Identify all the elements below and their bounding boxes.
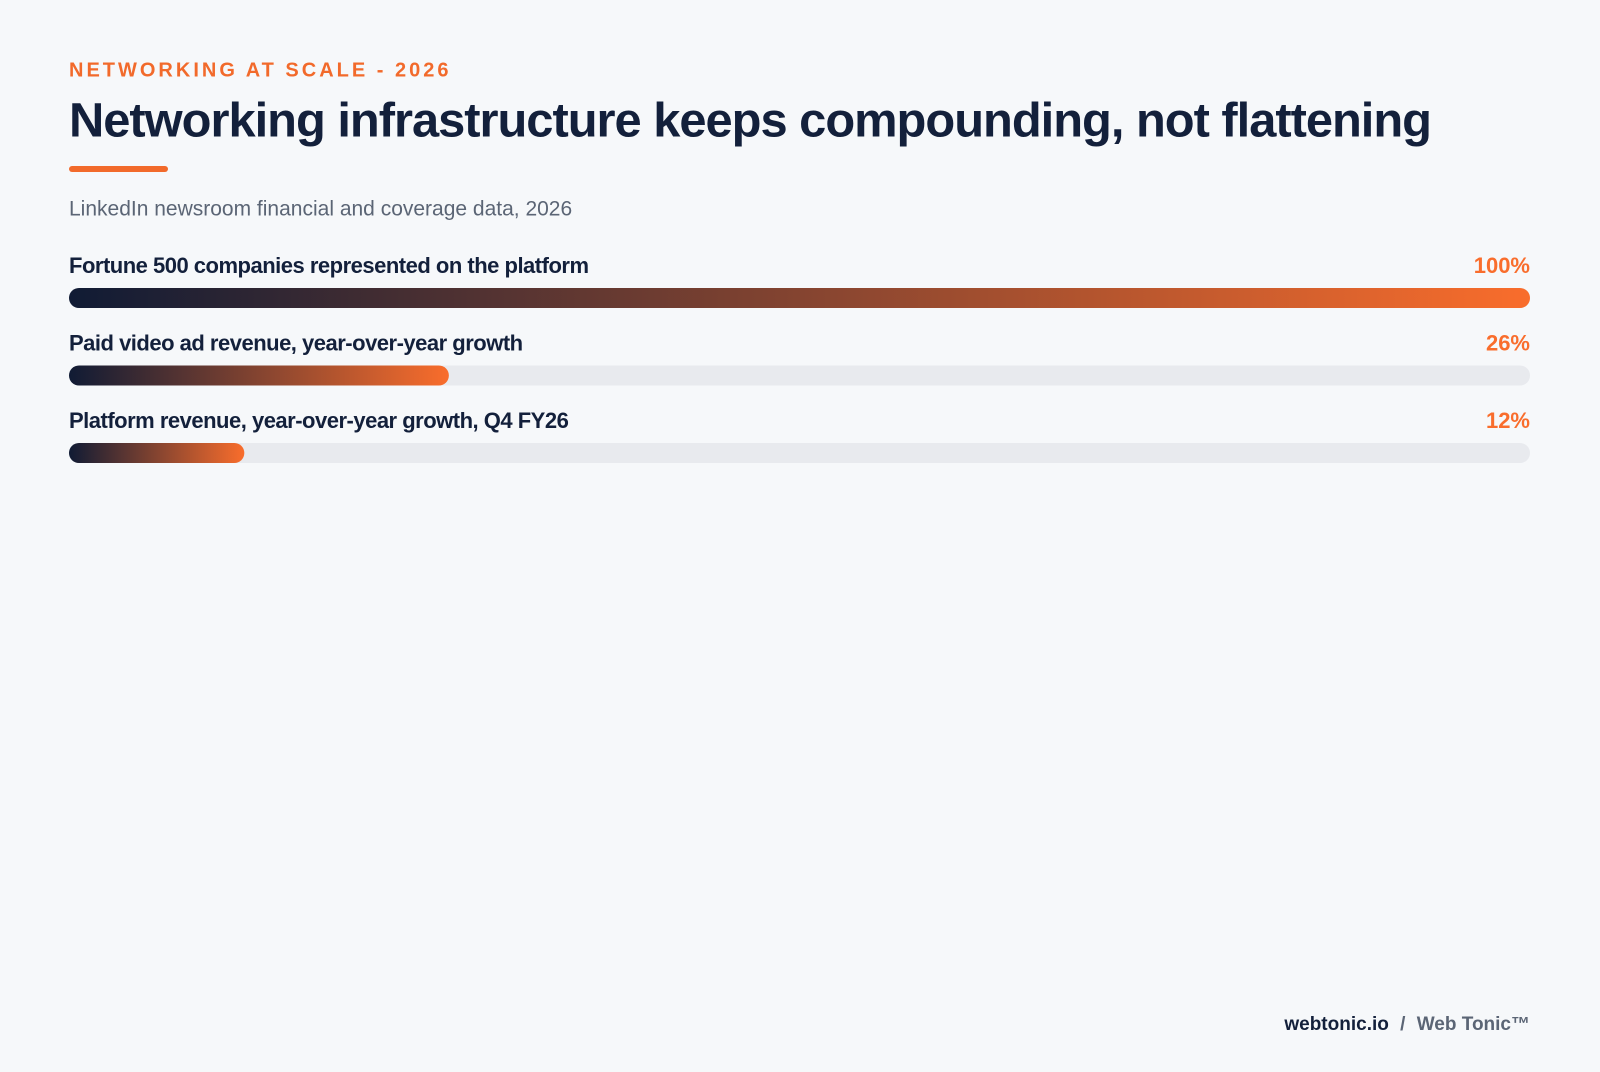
footer-brand: Web Tonic™ [1417,1014,1530,1035]
bar [69,365,449,386]
bar-label: Fortune 500 companies represented on the… [69,253,589,278]
bar [69,443,245,463]
bar [69,288,1530,308]
value-label: 12% [1486,408,1530,433]
value-label: 100% [1474,253,1530,278]
eyebrow: NETWORKING AT SCALE - 2026 [69,59,451,81]
footer-separator: / [1400,1014,1406,1035]
subtitle: LinkedIn newsroom financial and coverage… [69,198,572,221]
footer-site: webtonic.io [1283,1014,1389,1035]
chart-title: Networking infrastructure keeps compound… [69,95,1431,148]
title-underline [69,166,168,172]
value-label: 26% [1486,330,1530,355]
bar-label: Paid video ad revenue, year-over-year gr… [69,330,523,355]
bar-label: Platform revenue, year-over-year growth,… [69,408,569,433]
bar-track [69,443,1530,463]
footer: webtonic.io / Web Tonic™ [1283,1014,1530,1035]
bar-rows: Fortune 500 companies represented on the… [69,253,1530,463]
